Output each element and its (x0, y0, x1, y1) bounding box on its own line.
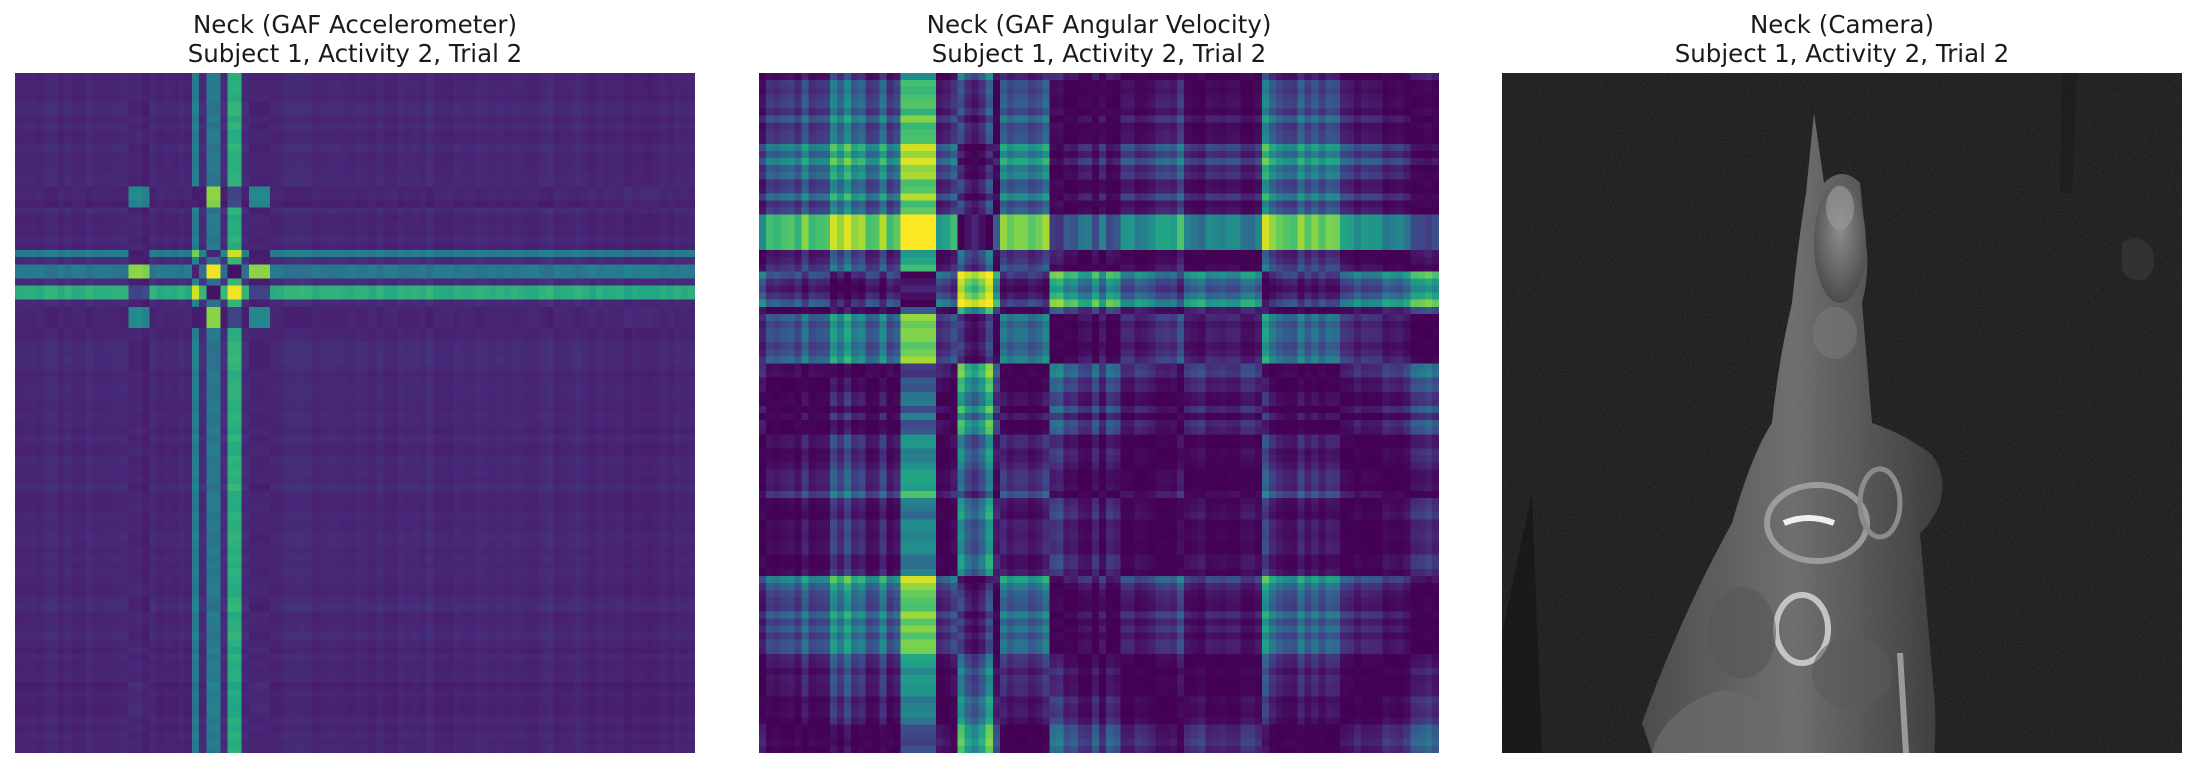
panel-title-line-1: Neck (GAF Angular Velocity) (926, 10, 1272, 39)
panel-title-line-2: Subject 1, Activity 2, Trial 2 (1674, 39, 2010, 68)
panel-title-line-2: Subject 1, Activity 2, Trial 2 (187, 39, 523, 68)
gaf-accelerometer-heatmap (15, 73, 695, 753)
gaf-angular-velocity-heatmap (759, 73, 1439, 753)
panel-title: Neck (GAF Angular Velocity) Subject 1, A… (759, 10, 1439, 68)
panel-title: Neck (GAF Accelerometer) Subject 1, Acti… (15, 10, 695, 68)
camera-frame-image (1502, 73, 2182, 753)
panel-title-line-2: Subject 1, Activity 2, Trial 2 (931, 39, 1267, 68)
panel-title-line-1: Neck (Camera) (1749, 10, 1935, 39)
panel-title: Neck (Camera) Subject 1, Activity 2, Tri… (1502, 10, 2182, 68)
panel-title-line-1: Neck (GAF Accelerometer) (192, 10, 518, 39)
